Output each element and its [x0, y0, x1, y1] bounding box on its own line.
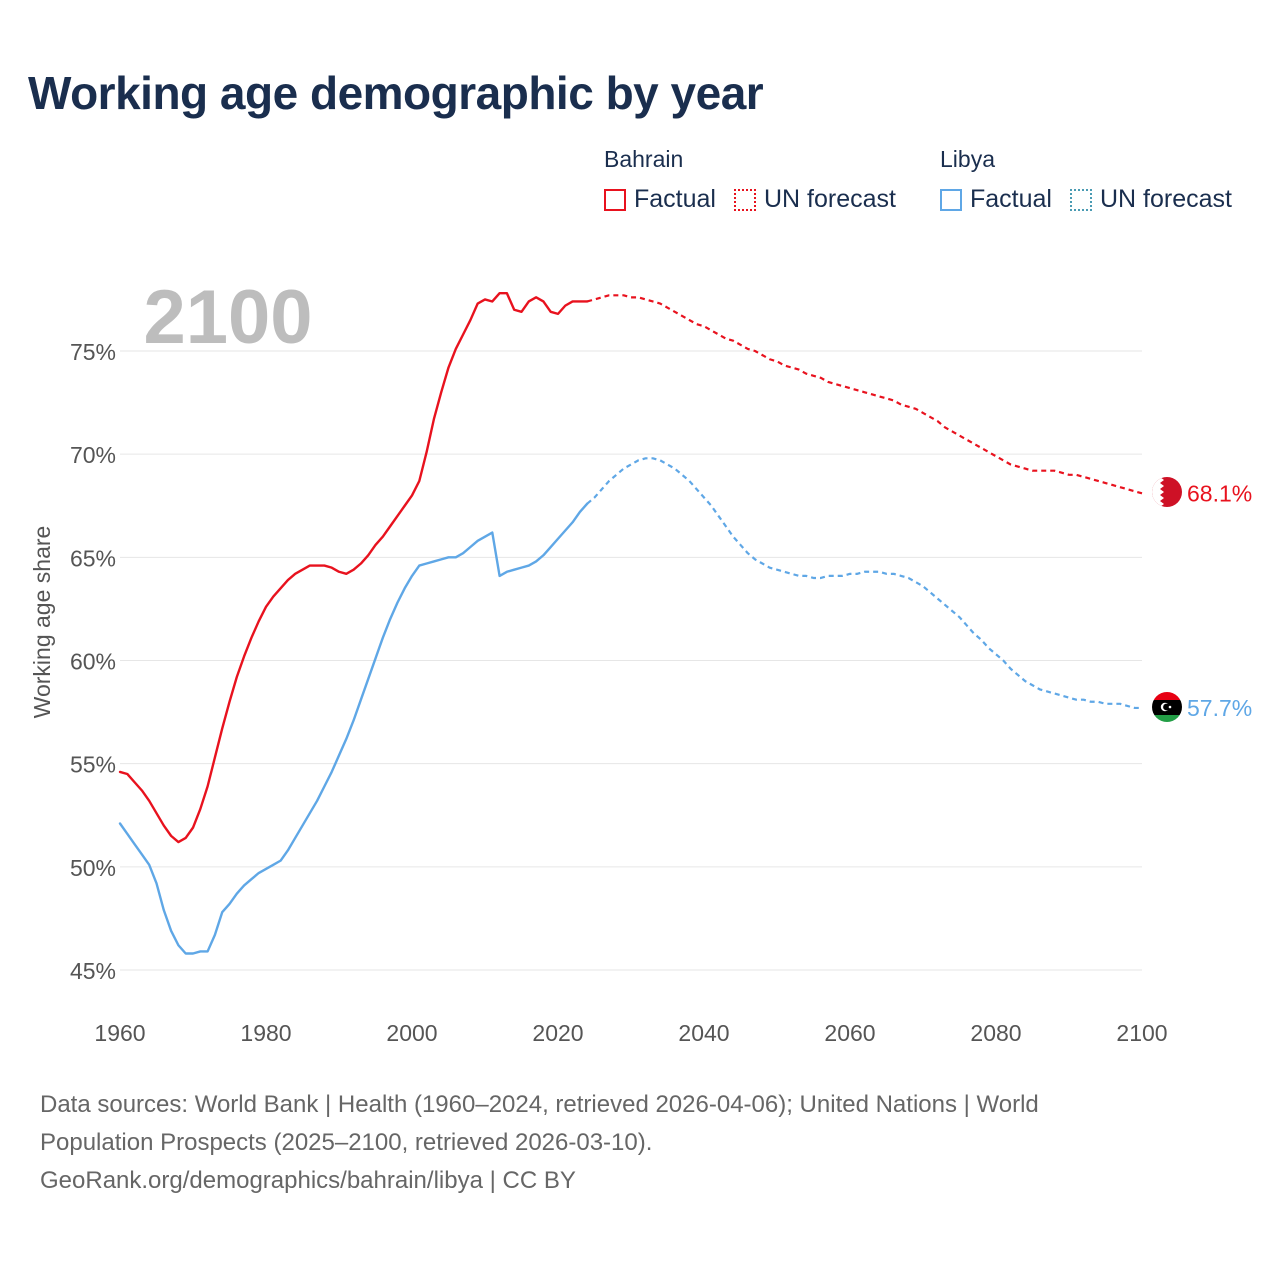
- legend-libya: Libya Factual UN forecast: [940, 146, 1250, 214]
- swatch-libya-forecast: [1069, 188, 1092, 211]
- footer-line-3: GeoRank.org/demographics/bahrain/libya |…: [40, 1167, 576, 1194]
- x-tick-label: 2100: [1116, 1020, 1167, 1046]
- legend-bahrain: Bahrain Factual UN forecast: [604, 146, 914, 214]
- y-tick-label: 55%: [70, 752, 116, 778]
- swatch-libya-factual: [940, 188, 962, 211]
- x-tick-label: 2040: [678, 1020, 729, 1046]
- libya-flag-icon: [1152, 692, 1182, 722]
- legend-item-bahrain-forecast[interactable]: UN forecast: [733, 185, 896, 214]
- legend-title-libya: Libya: [940, 146, 995, 172]
- line-chart: 2100 45% 50% 55% 60% 65% 70% 75% 1960 1980 2000 2…: [29, 275, 1252, 1046]
- y-tick-label: 65%: [70, 545, 116, 571]
- chart-title: Working age demographic by year: [28, 67, 764, 119]
- legend-label-libya-forecast: UN forecast: [1099, 185, 1232, 213]
- bahrain-forecast-line: [586, 294, 1143, 495]
- y-tick-label: 75%: [70, 339, 116, 365]
- swatch-bahrain-factual: [604, 188, 626, 211]
- bahrain-end-value-label: 68.1%: [1187, 480, 1252, 506]
- x-tick-label: 2080: [970, 1020, 1021, 1046]
- y-axis: 45% 50% 55% 60% 65% 70% 75%: [70, 339, 116, 984]
- legend-item-bahrain-factual[interactable]: Factual: [604, 185, 716, 214]
- bahrain-factual-line: [118, 292, 589, 844]
- bahrain-flag-icon: [1152, 477, 1182, 507]
- x-tick-label: 1980: [240, 1020, 291, 1046]
- footer-line-2: Population Prospects (2025–2100, retriev…: [40, 1129, 653, 1156]
- y-axis-label: Working age share: [29, 526, 55, 719]
- gridlines: [120, 350, 1142, 971]
- footer-line-1: Data sources: World Bank | Health (1960–…: [40, 1091, 1039, 1118]
- y-tick-label: 70%: [70, 442, 116, 468]
- swatch-bahrain-forecast: [733, 188, 756, 211]
- year-watermark: 2100: [143, 275, 312, 360]
- y-tick-label: 45%: [70, 958, 116, 984]
- x-tick-label: 2060: [824, 1020, 875, 1046]
- legend-item-libya-factual[interactable]: Factual: [940, 185, 1052, 214]
- x-tick-label: 1960: [94, 1020, 145, 1046]
- data-sources-footer: Data sources: World Bank | Health (1960–…: [40, 1086, 1220, 1200]
- libya-factual-line: [118, 502, 589, 955]
- legend-title-bahrain: Bahrain: [604, 146, 684, 172]
- series: 68.1% 57.7%: [118, 292, 1252, 955]
- legend-label-bahrain-forecast: UN forecast: [763, 185, 896, 213]
- libya-end-value-label: 57.7%: [1187, 695, 1252, 721]
- y-tick-label: 50%: [70, 855, 116, 881]
- x-tick-label: 2000: [386, 1020, 437, 1046]
- legend-label-bahrain-factual: Factual: [634, 185, 716, 213]
- x-axis: 1960 1980 2000 2020 2040 2060 2080 2100: [94, 1020, 1167, 1046]
- libya-forecast-line: [586, 457, 1142, 710]
- legend-item-libya-forecast[interactable]: UN forecast: [1069, 185, 1232, 214]
- y-tick-label: 60%: [70, 649, 116, 675]
- legend-label-libya-factual: Factual: [970, 185, 1052, 213]
- x-tick-label: 2020: [532, 1020, 583, 1046]
